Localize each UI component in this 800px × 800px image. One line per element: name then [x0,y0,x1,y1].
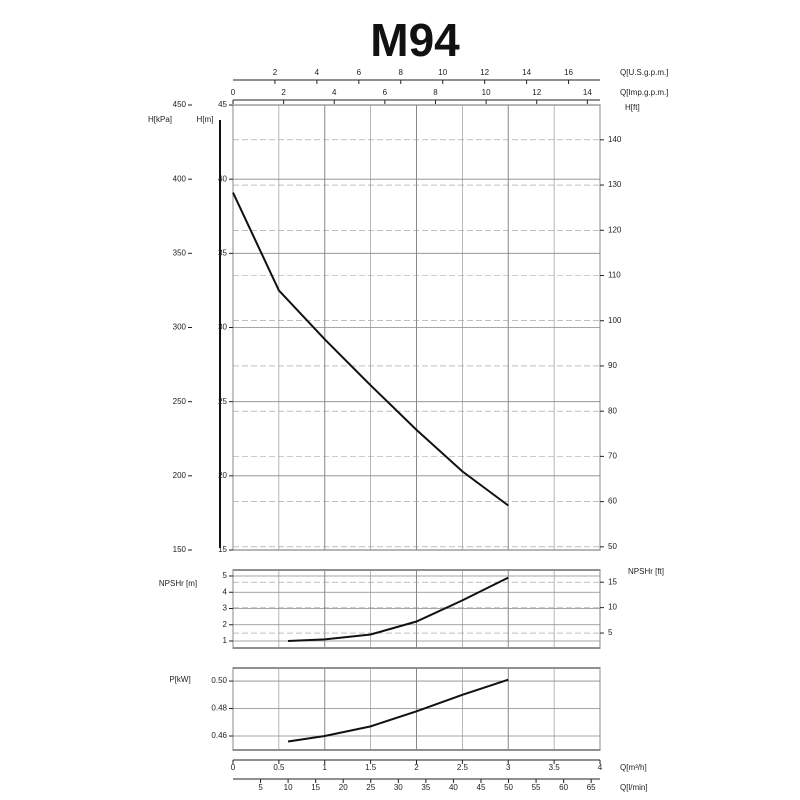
y-tick-label: 2 [223,620,228,629]
x-tick-label: 10 [482,88,491,97]
x-tick-label: 14 [522,68,531,77]
x-tick-label: 10 [284,783,293,792]
x-tick-label: 15 [311,783,320,792]
y-tick-label: 130 [608,180,622,189]
x-tick-label: 65 [587,783,596,792]
y-tick-label: 0.50 [211,676,227,685]
y-axis-label: P[kW] [169,675,190,684]
x-tick-label: 14 [583,88,592,97]
y-tick-label: 250 [173,397,187,406]
x-tick-label: 5 [258,783,263,792]
x-tick-label: 0.5 [273,763,285,772]
x-tick-label: 0 [231,763,236,772]
x-tick-label: 2 [281,88,286,97]
y-tick-label: 80 [608,406,617,415]
x-tick-label: 6 [383,88,388,97]
y-tick-label: 70 [608,451,617,460]
y-tick-label: 300 [173,323,187,332]
x-tick-label: 60 [559,783,568,792]
x-tick-label: 0 [231,88,236,97]
y-tick-label: 400 [173,174,187,183]
y-tick-label: 350 [173,248,187,257]
x-tick-label: 30 [394,783,403,792]
x-tick-label: 12 [480,68,489,77]
x-tick-label: 10 [438,68,447,77]
x-tick-label: 45 [477,783,486,792]
x-tick-label: 50 [504,783,513,792]
y-tick-label: 120 [608,225,622,234]
y-axis-label: H[ft] [625,103,640,112]
y-tick-label: 45 [218,100,227,109]
y-tick-label: 0.48 [211,704,227,713]
x-tick-label: 4 [598,763,603,772]
x-tick-label: 2.5 [457,763,469,772]
y-tick-label: 450 [173,100,187,109]
y-tick-label: 10 [608,603,617,612]
x-tick-label: 8 [433,88,438,97]
x-tick-label: 4 [315,68,320,77]
curve [232,192,509,507]
y-axis-label: H[m] [197,115,214,124]
y-tick-label: 140 [608,135,622,144]
y-tick-label: 60 [608,497,617,506]
x-tick-label: 8 [399,68,404,77]
y-axis-label: NPSHr [m] [159,579,197,588]
y-tick-label: 35 [218,248,227,257]
y-tick-label: 90 [608,361,617,370]
chart-title: M94 [370,14,460,66]
x-tick-label: 40 [449,783,458,792]
x-tick-label: 4 [332,88,337,97]
y-tick-label: 5 [608,628,613,637]
x-tick-label: 12 [532,88,541,97]
x-tick-label: 3.5 [549,763,561,772]
x-axis-label: Q[U.S.g.p.m.] [620,68,668,77]
x-tick-label: 55 [532,783,541,792]
y-tick-label: 100 [608,316,622,325]
y-tick-label: 40 [218,174,227,183]
x-tick-label: 2 [273,68,278,77]
y-tick-label: 1 [223,636,228,645]
y-axis-label: NPSHr [ft] [628,567,664,576]
y-tick-label: 150 [173,545,187,554]
y-tick-label: 110 [608,271,621,280]
x-tick-label: 20 [339,783,348,792]
x-axis-label: Q[m³/h] [620,763,647,772]
y-tick-label: 0.46 [211,731,227,740]
curve [287,678,509,743]
y-tick-label: 5 [223,571,228,580]
y-tick-label: 15 [218,545,227,554]
y-tick-label: 25 [218,397,227,406]
y-tick-label: 200 [173,471,187,480]
y-tick-label: 30 [218,323,227,332]
x-tick-label: 2 [414,763,419,772]
y-tick-label: 50 [608,542,617,551]
y-tick-label: 4 [223,587,228,596]
x-axis-label: Q[Imp.g.p.m.] [620,88,668,97]
x-tick-label: 25 [366,783,375,792]
x-tick-label: 1 [323,763,328,772]
x-tick-label: 1.5 [365,763,377,772]
x-tick-label: 35 [421,783,430,792]
y-tick-label: 20 [218,471,227,480]
curve [288,576,509,643]
x-tick-label: 16 [564,68,573,77]
y-tick-label: 15 [608,577,617,586]
x-axis-label: Q[l/min] [620,783,648,792]
x-tick-label: 6 [357,68,362,77]
x-tick-label: 3 [506,763,511,772]
y-tick-label: 3 [223,604,228,613]
y-axis-label: H[kPa] [148,115,172,124]
